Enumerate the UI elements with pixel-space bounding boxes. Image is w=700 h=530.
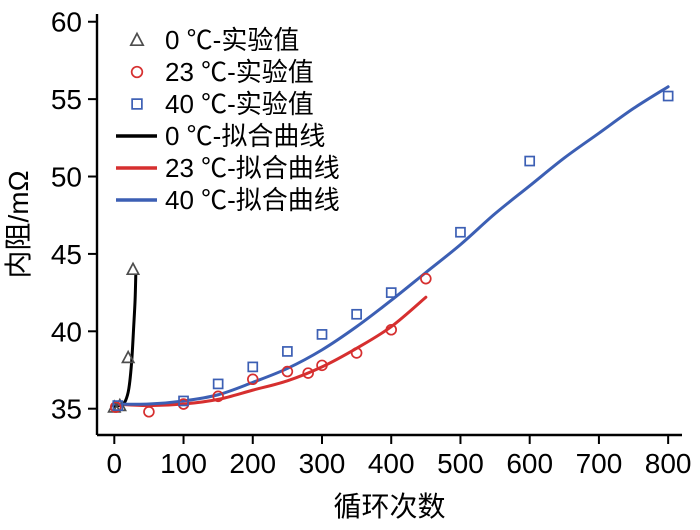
x-tick-label: 500 bbox=[437, 448, 484, 479]
y-tick-label: 55 bbox=[51, 84, 82, 115]
scatter-series-1 bbox=[109, 272, 432, 418]
x-tick-label: 700 bbox=[576, 448, 623, 479]
legend-label: 0 ℃-实验值 bbox=[165, 25, 299, 55]
legend-entry: 0 ℃-拟合曲线 bbox=[116, 121, 325, 151]
legend-label: 23 ℃-实验值 bbox=[165, 57, 314, 87]
x-tick-label: 800 bbox=[645, 448, 692, 479]
legend-entry: 23 ℃-实验值 bbox=[130, 57, 314, 87]
x-axis-title: 循环次数 bbox=[333, 491, 445, 522]
legend-entry: 40 ℃-拟合曲线 bbox=[116, 185, 340, 215]
y-tick-label: 50 bbox=[51, 162, 82, 193]
fit-line-1 bbox=[112, 295, 428, 408]
x-tick-label: 0 bbox=[107, 448, 123, 479]
x-tick-label: 100 bbox=[160, 448, 207, 479]
legend-entry: 23 ℃-拟合曲线 bbox=[116, 153, 340, 183]
x-tick-label: 200 bbox=[229, 448, 276, 479]
y-tick-label: 40 bbox=[51, 316, 82, 347]
legend-entry: 0 ℃-实验值 bbox=[129, 25, 299, 55]
legend-label: 23 ℃-拟合曲线 bbox=[165, 153, 340, 183]
legend-label: 0 ℃-拟合曲线 bbox=[165, 121, 325, 151]
y-axis-title: 内阻/mΩ bbox=[3, 170, 34, 278]
legend-label: 40 ℃-实验值 bbox=[165, 89, 314, 119]
fit-line-0 bbox=[112, 274, 138, 408]
x-axis-ticks: 0 100 200 300 400 500 600 700 800 bbox=[107, 435, 692, 479]
y-tick-label: 35 bbox=[51, 394, 82, 425]
scatter-series-2 bbox=[112, 90, 674, 411]
axes: 0 100 200 300 400 500 600 700 800 35 40 45 50 55 60 循环次… bbox=[3, 7, 692, 522]
x-tick-label: 600 bbox=[506, 448, 553, 479]
x-tick-label: 300 bbox=[299, 448, 346, 479]
fit-line-2 bbox=[112, 85, 670, 406]
legend-entry: 40 ℃-实验值 bbox=[131, 89, 314, 119]
y-axis-ticks: 35 40 45 50 55 60 bbox=[51, 7, 97, 425]
y-tick-label: 45 bbox=[51, 239, 82, 270]
y-tick-label: 60 bbox=[51, 7, 82, 38]
x-tick-label: 400 bbox=[368, 448, 415, 479]
legend-label: 40 ℃-拟合曲线 bbox=[165, 185, 340, 215]
